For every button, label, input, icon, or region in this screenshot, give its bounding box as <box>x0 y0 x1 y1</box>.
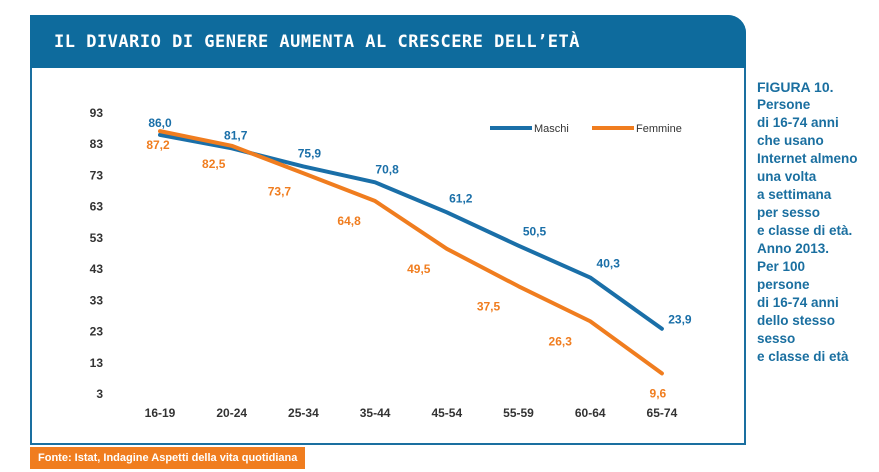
caption-line: Internet almeno <box>757 151 858 166</box>
y-tick-label: 63 <box>90 200 104 214</box>
caption-line: per sesso <box>757 205 821 220</box>
data-label-femmine: 26,3 <box>549 334 573 348</box>
caption-line: che usano <box>757 133 824 148</box>
caption-line: di 16-74 anni <box>757 295 839 310</box>
data-label-femmine: 9,6 <box>650 386 667 400</box>
x-tick-label: 35-44 <box>360 406 391 420</box>
data-label-femmine: 64,8 <box>337 214 361 228</box>
data-label-maschi: 40,3 <box>597 257 621 271</box>
caption-line: Per 100 <box>757 259 806 274</box>
caption-line: una volta <box>757 169 817 184</box>
data-label-maschi: 81,7 <box>224 128 248 142</box>
y-tick-label: 23 <box>90 325 104 339</box>
x-tick-label: 25-34 <box>288 406 319 420</box>
caption-line: persone <box>757 277 810 292</box>
data-label-femmine: 87,2 <box>146 138 170 152</box>
x-tick-label: 55-59 <box>503 406 534 420</box>
y-tick-label: 13 <box>90 356 104 370</box>
y-tick-label: 43 <box>90 262 104 276</box>
data-label-femmine: 82,5 <box>202 157 226 171</box>
caption-line: Anno 2013. <box>757 241 830 256</box>
data-label-femmine: 49,5 <box>407 262 431 276</box>
y-tick-label: 83 <box>90 137 104 151</box>
chart-title: IL DIVARIO DI GENERE AUMENTA AL CRESCERE… <box>54 32 581 52</box>
y-tick-label: 73 <box>90 168 104 182</box>
data-label-femmine: 37,5 <box>477 299 501 313</box>
caption-line: Persone <box>757 97 811 112</box>
data-label-maschi: 50,5 <box>523 225 547 239</box>
series-line-maschi <box>158 132 664 331</box>
source-note: Fonte: Istat, Indagine Aspetti della vit… <box>30 447 306 469</box>
x-tick-label: 16-19 <box>145 406 176 420</box>
series-line-femmine <box>158 129 664 376</box>
caption-line: e classe di età <box>757 349 849 364</box>
caption-line: a settimana <box>757 187 832 202</box>
data-label-maschi: 86,0 <box>148 116 172 130</box>
figure-number: FIGURA 10. <box>757 79 834 95</box>
data-label-maschi: 70,8 <box>375 162 399 176</box>
caption-line: di 16-74 anni <box>757 115 839 130</box>
legend-label-femmine: Femmine <box>636 123 682 135</box>
data-label-maschi: 61,2 <box>449 191 473 205</box>
data-label-maschi: 75,9 <box>298 146 322 160</box>
y-tick-label: 93 <box>90 106 104 120</box>
y-tick-label: 3 <box>96 387 103 401</box>
x-tick-label: 60-64 <box>575 406 606 420</box>
data-label-femmine: 73,7 <box>268 184 292 198</box>
data-label-maschi: 23,9 <box>668 313 692 327</box>
x-tick-label: 65-74 <box>647 406 678 420</box>
chart-header: IL DIVARIO DI GENERE AUMENTA AL CRESCERE… <box>30 15 746 68</box>
y-tick-label: 33 <box>90 293 104 307</box>
caption-line: dello stesso sesso <box>757 313 836 346</box>
x-tick-label: 45-54 <box>431 406 462 420</box>
legend-label-maschi: Maschi <box>534 123 569 135</box>
x-tick-label: 20-24 <box>216 406 247 420</box>
caption-line: e classe di età. <box>757 223 853 238</box>
figure-caption: FIGURA 10. Persone di 16-74 anni che usa… <box>757 78 877 366</box>
y-tick-label: 53 <box>90 231 104 245</box>
